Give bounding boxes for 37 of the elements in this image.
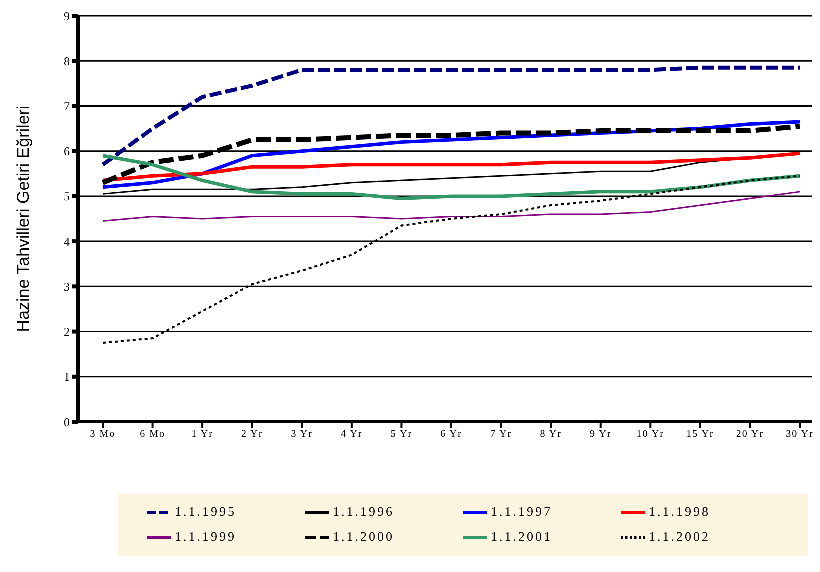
x-tick-label: 10 Yr bbox=[636, 429, 664, 440]
y-tick-label: 3 bbox=[64, 280, 70, 294]
line-series bbox=[101, 66, 802, 167]
line-series bbox=[102, 191, 801, 222]
y-tick-label: 1 bbox=[64, 370, 70, 384]
y-tick-label: 5 bbox=[64, 190, 70, 204]
y-tick-label: 2 bbox=[64, 325, 70, 340]
x-tick-label: 30 Yr bbox=[786, 429, 814, 440]
x-tick-label: 4 Yr bbox=[341, 429, 363, 440]
y-tick-label: 0 bbox=[64, 415, 70, 430]
y-axis-title: Hazine Tahvilleri Getiri Eğrileri bbox=[14, 106, 34, 332]
legend-label: 1.1.1996 bbox=[333, 503, 396, 521]
x-tick-label: 3 Yr bbox=[291, 429, 313, 440]
x-tick-label: 9 Yr bbox=[590, 429, 612, 440]
x-tick-label: 1 Yr bbox=[192, 429, 214, 440]
x-tick-label: 8 Yr bbox=[540, 429, 562, 440]
x-tick-label: 6 Mo bbox=[140, 429, 166, 440]
legend-label: 1.1.1999 bbox=[175, 528, 238, 546]
legend-label: 1.1.2000 bbox=[333, 528, 396, 546]
x-tick-label: 6 Yr bbox=[440, 429, 462, 440]
y-tick-label: 7 bbox=[64, 99, 70, 114]
x-tick-label: 2 Yr bbox=[242, 429, 264, 440]
legend-label: 1.1.2002 bbox=[649, 528, 712, 546]
y-tick-label: 8 bbox=[64, 54, 70, 68]
legend-label: 1.1.2001 bbox=[491, 528, 554, 546]
legend-label: 1.1.1997 bbox=[491, 503, 554, 521]
y-tick-label: 6 bbox=[64, 144, 70, 159]
legend-label: 1.1.1995 bbox=[175, 503, 238, 521]
x-tick-label: 7 Yr bbox=[490, 429, 512, 440]
line-series bbox=[101, 152, 802, 182]
x-tick-label: 15 Yr bbox=[686, 429, 714, 440]
x-tick-label: 20 Yr bbox=[736, 429, 764, 440]
x-tick-label: 3 Mo bbox=[90, 429, 116, 440]
legend-label: 1.1.1998 bbox=[649, 503, 712, 521]
y-tick-label: 4 bbox=[64, 234, 70, 249]
x-tick-label: 5 Yr bbox=[390, 429, 413, 440]
y-tick-label: 9 bbox=[64, 9, 70, 24]
